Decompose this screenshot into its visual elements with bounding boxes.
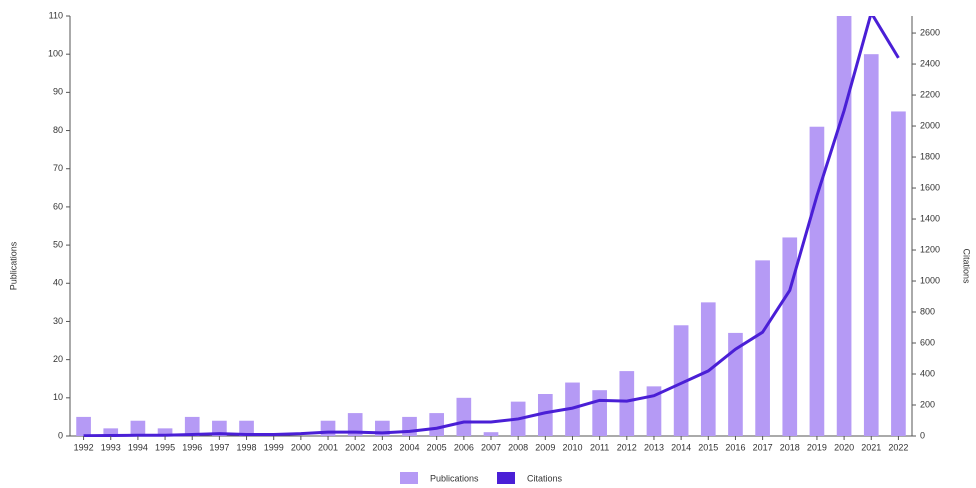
x-tick-label: 1996 (182, 442, 202, 452)
x-tick-label: 2012 (617, 442, 637, 452)
y-tick-label: 40 (53, 278, 63, 288)
y2-tick-label: 1400 (920, 213, 940, 223)
y2-tick-label: 2600 (920, 27, 940, 37)
x-tick-label: 2007 (481, 442, 501, 452)
x-tick-label: 2008 (508, 442, 528, 452)
y-tick-label: 50 (53, 239, 63, 249)
x-tick-label: 2006 (454, 442, 474, 452)
y2-tick-label: 1200 (920, 244, 940, 254)
y2-tick-label: 1000 (920, 275, 940, 285)
y-tick-label: 80 (53, 125, 63, 135)
bar (837, 16, 852, 436)
x-tick-label: 1998 (237, 442, 257, 452)
y2-tick-label: 400 (920, 368, 935, 378)
y-axis-label: Publications (8, 241, 18, 290)
bar (810, 127, 825, 436)
x-tick-label: 2002 (345, 442, 365, 452)
x-tick-label: 2009 (535, 442, 555, 452)
x-tick-label: 2017 (753, 442, 773, 452)
y-tick-label: 20 (53, 354, 63, 364)
legend-label: Publications (430, 473, 479, 483)
bar (429, 413, 444, 436)
x-tick-label: 2005 (427, 442, 447, 452)
y-tick-label: 0 (58, 430, 63, 440)
chart: Publications Citations 0 10 20 30 40 50 60 70 80… (0, 0, 976, 488)
y2-tick-label: 1600 (920, 182, 940, 192)
y-tick-label: 100 (48, 49, 63, 59)
bar (891, 111, 906, 436)
x-tick-label: 2003 (372, 442, 392, 452)
legend-label: Citations (527, 473, 563, 483)
y-tick-label: 60 (53, 201, 63, 211)
bar (76, 417, 91, 436)
x-tick-label: 2015 (698, 442, 718, 452)
y2-tick-label: 2400 (920, 58, 940, 68)
y-tick-label: 90 (53, 87, 63, 97)
legend-swatch (400, 472, 418, 484)
y-tick-label: 110 (49, 10, 63, 20)
bar (755, 260, 770, 436)
x-tick-label: 2020 (834, 442, 854, 452)
y2-tick-label: 0 (920, 430, 925, 440)
y2-axis-label: Citations (962, 248, 972, 284)
x-tick-label: 1999 (264, 442, 284, 452)
y2-tick-label: 1800 (920, 151, 940, 161)
x-tick-label: 1995 (155, 442, 175, 452)
x-tick-label: 2004 (400, 442, 420, 452)
x-tick-label: 2014 (671, 442, 691, 452)
x-tick-label: 2022 (888, 442, 908, 452)
x-tick-label: 1994 (128, 442, 148, 452)
plot-area (76, 13, 906, 436)
bar (484, 432, 499, 436)
x-tick-label: 1997 (209, 442, 229, 452)
x-tick-label: 2011 (590, 442, 609, 452)
bar (131, 421, 146, 436)
y-tick-label: 70 (53, 163, 63, 173)
y2-tick-label: 2200 (920, 89, 940, 99)
x-tick-label: 1993 (101, 442, 121, 452)
y-tick-label: 30 (53, 316, 63, 326)
line (84, 13, 899, 436)
bar (619, 371, 634, 436)
legend-swatch (497, 472, 515, 484)
bar (457, 398, 472, 436)
y2-tick-label: 800 (920, 306, 935, 316)
y-tick-label: 10 (53, 392, 63, 402)
y2-tick-label: 200 (920, 399, 935, 409)
x-tick-label: 2018 (780, 442, 800, 452)
x-tick-label: 2013 (644, 442, 664, 452)
x-tick-label: 2021 (861, 442, 881, 452)
y2-tick-label: 2000 (920, 120, 940, 130)
x-tick-label: 2001 (318, 442, 338, 452)
x-tick-label: 1992 (74, 442, 94, 452)
bar (864, 54, 879, 436)
x-tick-label: 2016 (725, 442, 745, 452)
x-tick-label: 2000 (291, 442, 311, 452)
y2-tick-label: 600 (920, 337, 935, 347)
bar (592, 390, 607, 436)
x-tick-label: 2019 (807, 442, 827, 452)
x-tick-label: 2010 (562, 442, 582, 452)
